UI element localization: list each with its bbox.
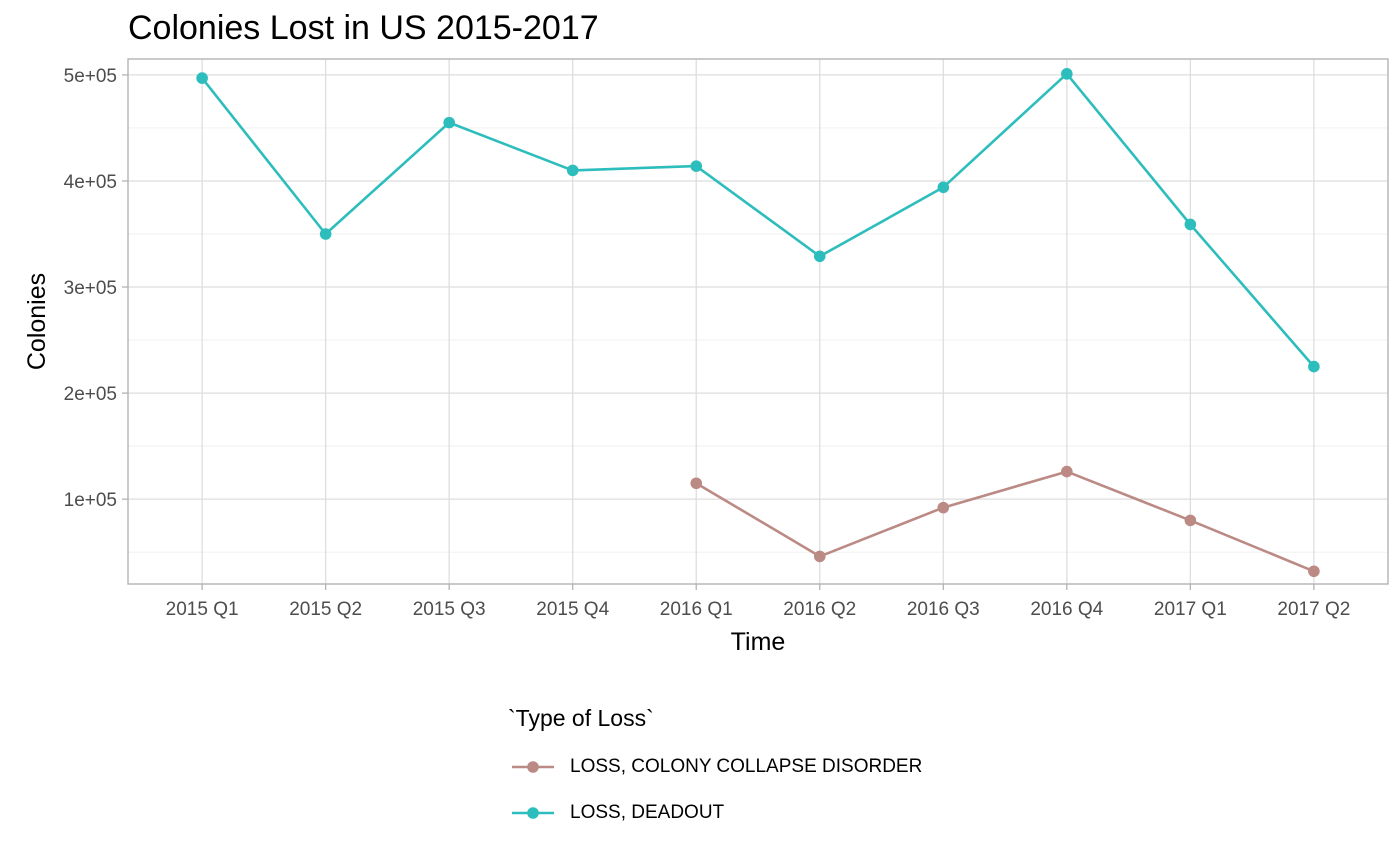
data-point [1308,565,1320,578]
x-tick-label: 2016 Q3 [907,599,980,620]
x-tick-label: 2015 Q3 [413,599,486,620]
y-axis-title: Colonies [23,273,51,370]
data-point [937,181,950,194]
y-axis: 1e+05 2e+05 3e+05 4e+05 5e+05 [64,66,128,511]
x-tick-label: 2016 Q2 [783,599,856,620]
x-axis: 2015 Q1 2015 Q2 2015 Q3 2015 Q4 2016 Q1 2016 … [166,584,1350,620]
legend-label: LOSS, COLONY COLLAPSE DISORDER [570,756,923,777]
data-point [566,164,579,177]
y-tick-label: 3e+05 [64,278,117,299]
legend-key [512,761,554,773]
data-point [1308,360,1320,373]
grid-minor [128,127,1388,553]
data-point [1184,218,1197,231]
x-tick-label: 2016 Q4 [1030,599,1103,620]
data-point [196,72,208,84]
series-1 [196,68,1320,373]
x-axis-title: Time [731,628,786,656]
data-point [690,477,703,490]
data-point [813,550,826,563]
data-point [1061,68,1073,80]
series-line [201,72,1315,368]
data-point [1061,465,1073,478]
legend-title: `Type of Loss` [508,705,654,731]
legend-key-point [527,807,539,819]
legend-key-point [527,761,539,773]
x-tick-label: 2015 Q4 [536,599,609,620]
chart-title: Colonies Lost in US 2015-2017 [128,9,599,47]
legend: `Type of Loss` LOSS, COLONY COLLAPSE DIS… [508,700,922,823]
data-point [1184,514,1197,527]
data-point [319,228,332,240]
legend-key [512,807,554,819]
series-line [695,470,1315,573]
series-0 [690,465,1320,578]
series-layer [196,68,1320,578]
data-point [813,250,826,263]
x-tick-label: 2016 Q1 [660,599,733,620]
y-tick-label: 2e+05 [64,384,117,405]
data-point [690,160,703,172]
y-tick-label: 4e+05 [64,172,117,193]
x-tick-label: 2017 Q1 [1154,599,1227,620]
data-point [937,501,950,514]
x-tick-label: 2015 Q1 [166,599,239,620]
grid-major [128,59,1388,584]
y-tick-label: 1e+05 [64,490,117,511]
y-tick-label: 5e+05 [64,66,117,87]
panel-border [127,58,1389,585]
data-point [443,116,455,129]
x-tick-label: 2015 Q2 [289,599,362,620]
x-tick-label: 2017 Q2 [1277,599,1350,620]
legend-label: LOSS, DEADOUT [570,802,725,823]
